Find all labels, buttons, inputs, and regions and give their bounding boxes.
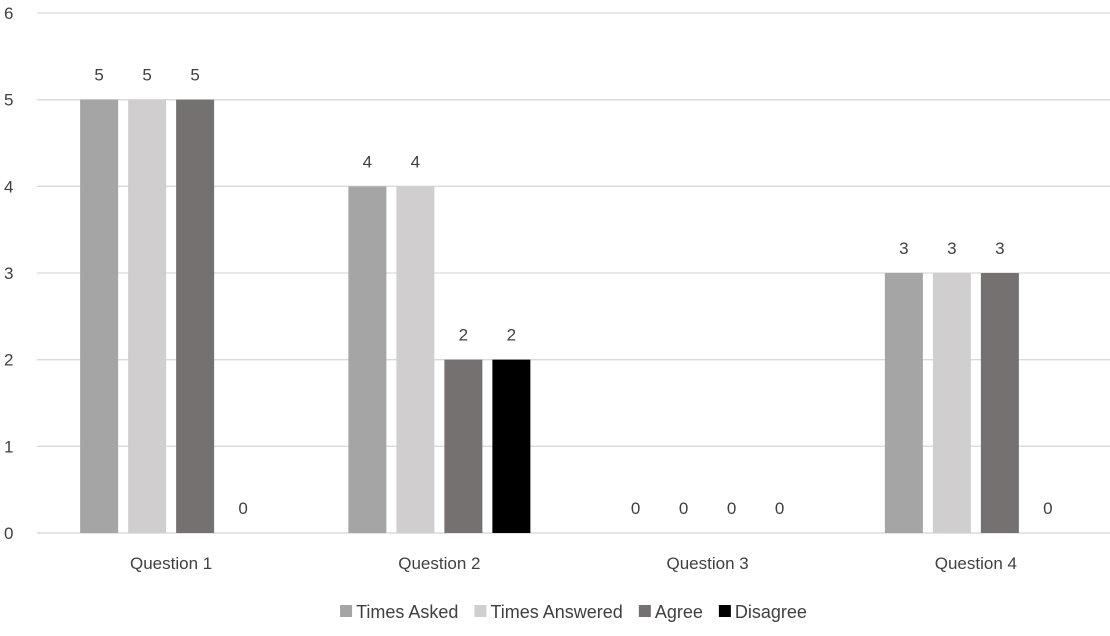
data-labels: 5 5 5 0 4 4 2 2 0 0 0 0 3 3 3 0 xyxy=(94,66,1052,518)
bar-times-asked-q4 xyxy=(884,273,923,533)
bar-agree-q1 xyxy=(176,99,215,534)
data-label: 2 xyxy=(459,326,468,345)
data-label: 0 xyxy=(1043,499,1052,518)
data-label: 5 xyxy=(94,66,103,85)
legend-item-agree: Agree xyxy=(638,602,703,622)
data-label: 4 xyxy=(411,152,420,171)
y-tick-label: 4 xyxy=(4,177,13,196)
legend-item-times-answered: Times Answered xyxy=(474,602,623,622)
y-tick-label: 6 xyxy=(4,4,13,23)
legend: Times Asked Times Answered Agree Disagree xyxy=(340,602,807,622)
legend-label: Times Asked xyxy=(356,602,458,622)
y-tick-label: 1 xyxy=(4,437,13,456)
legend-swatch xyxy=(474,605,487,617)
x-axis-categories: Question 1 Question 2 Question 3 Question 4 xyxy=(130,554,1017,573)
legend-label: Agree xyxy=(655,602,703,622)
data-label: 2 xyxy=(507,326,516,345)
bar-agree-q2 xyxy=(444,359,483,533)
data-label: 0 xyxy=(238,499,247,518)
bar-agree-q4 xyxy=(980,273,1019,533)
legend-swatch xyxy=(340,605,353,617)
legend-item-times-asked: Times Asked xyxy=(340,602,458,622)
bar-times-answered-q1 xyxy=(128,99,167,534)
data-label: 0 xyxy=(775,499,784,518)
bar-times-answered-q4 xyxy=(932,273,971,533)
data-label: 3 xyxy=(899,239,908,258)
data-label: 5 xyxy=(190,66,199,85)
bar-times-asked-q2 xyxy=(348,186,387,534)
data-label: 3 xyxy=(995,239,1004,258)
legend-swatch xyxy=(638,605,651,617)
y-tick-label: 2 xyxy=(4,351,13,370)
bar-disagree-q2 xyxy=(492,359,531,533)
x-category-label: Question 2 xyxy=(398,554,480,573)
y-axis-ticks: 0 1 2 3 4 5 6 xyxy=(4,4,13,543)
x-category-label: Question 4 xyxy=(935,554,1017,573)
gridlines xyxy=(37,12,1110,534)
bar-times-asked-q1 xyxy=(80,99,119,534)
x-category-label: Question 1 xyxy=(130,554,212,573)
y-tick-label: 5 xyxy=(4,91,13,110)
legend-label: Times Answered xyxy=(490,602,622,622)
y-tick-label: 0 xyxy=(4,524,13,543)
data-label: 0 xyxy=(631,499,640,518)
data-label: 0 xyxy=(679,499,688,518)
legend-label: Disagree xyxy=(735,602,807,622)
bar-times-answered-q2 xyxy=(396,186,435,534)
x-category-label: Question 3 xyxy=(667,554,749,573)
data-label: 4 xyxy=(363,152,372,171)
data-label: 3 xyxy=(947,239,956,258)
bars xyxy=(80,99,1019,534)
legend-item-disagree: Disagree xyxy=(718,602,807,622)
legend-swatch xyxy=(718,605,731,617)
data-label: 5 xyxy=(142,66,151,85)
y-tick-label: 3 xyxy=(4,264,13,283)
data-label: 0 xyxy=(727,499,736,518)
